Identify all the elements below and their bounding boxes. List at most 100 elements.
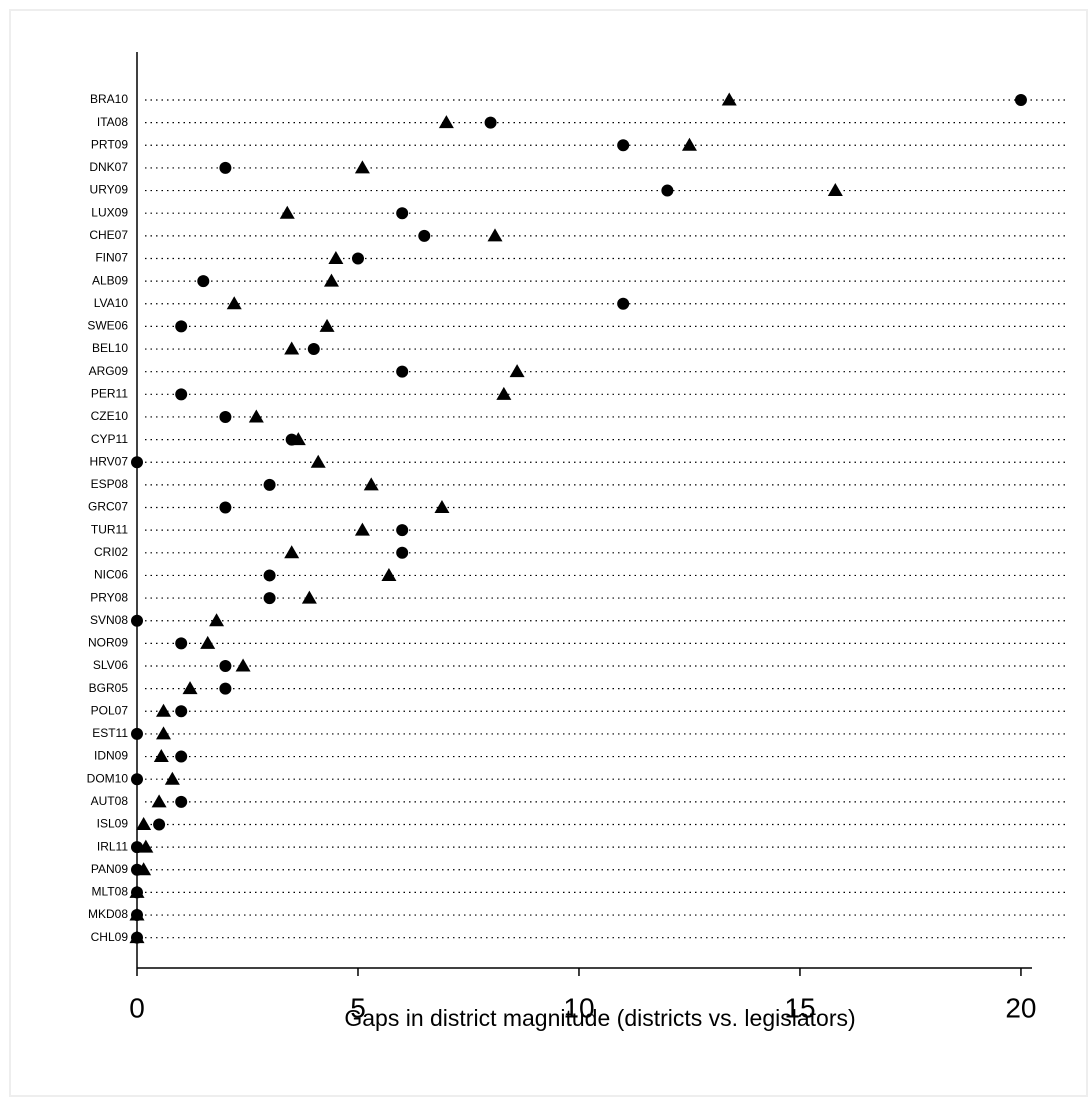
triangle-marker bbox=[509, 364, 525, 378]
circle-marker bbox=[617, 297, 630, 310]
triangle-marker bbox=[156, 726, 172, 740]
category-label: POL07 bbox=[91, 703, 129, 717]
triangle-marker bbox=[248, 409, 264, 423]
category-label: TUR11 bbox=[91, 522, 128, 536]
category-label: ITA08 bbox=[97, 115, 128, 129]
triangle-marker bbox=[279, 205, 295, 219]
x-tick-label: 20 bbox=[1005, 992, 1036, 1023]
x-tick-label: 15 bbox=[784, 992, 815, 1023]
triangle-marker bbox=[136, 816, 152, 830]
category-label: BGR05 bbox=[89, 681, 129, 695]
circle-marker bbox=[175, 320, 188, 333]
category-label: BRA10 bbox=[90, 92, 128, 106]
triangle-marker bbox=[290, 432, 306, 446]
category-label: ALB09 bbox=[92, 273, 128, 287]
category-label: MKD08 bbox=[88, 907, 128, 921]
category-label: FIN07 bbox=[95, 251, 128, 265]
circle-marker bbox=[396, 207, 409, 220]
circle-marker bbox=[396, 546, 409, 559]
triangle-marker bbox=[153, 749, 169, 763]
category-label: GRC07 bbox=[88, 500, 128, 514]
circle-marker bbox=[263, 569, 276, 582]
x-axis-label: Gaps in district magnitude (districts vs… bbox=[344, 1005, 855, 1031]
category-label: CZE10 bbox=[91, 409, 129, 423]
triangle-marker bbox=[487, 228, 503, 242]
category-label: EST11 bbox=[92, 726, 128, 740]
category-label: AUT08 bbox=[91, 794, 129, 808]
category-label: CRI02 bbox=[94, 545, 128, 559]
category-label: LVA10 bbox=[94, 296, 129, 310]
category-label: URY09 bbox=[90, 183, 129, 197]
triangle-marker bbox=[354, 160, 370, 174]
triangle-marker bbox=[151, 794, 167, 808]
triangle-marker bbox=[129, 884, 145, 898]
circle-marker bbox=[351, 252, 364, 265]
circle-marker bbox=[131, 773, 143, 786]
circle-marker bbox=[175, 637, 188, 650]
category-label: CYP11 bbox=[91, 432, 128, 446]
category-label: IDN09 bbox=[94, 749, 128, 763]
circle-marker bbox=[131, 456, 143, 469]
circle-marker bbox=[219, 660, 232, 672]
circle-marker bbox=[219, 501, 232, 514]
circle-marker bbox=[219, 410, 232, 423]
category-label: CHL09 bbox=[91, 930, 129, 944]
category-label: IRL11 bbox=[97, 839, 128, 853]
category-label: LUX09 bbox=[91, 205, 128, 219]
circle-marker bbox=[175, 795, 188, 808]
category-label: CHE07 bbox=[89, 228, 128, 242]
category-label: PAN09 bbox=[91, 862, 128, 876]
triangle-marker bbox=[138, 839, 154, 853]
category-label: SLV06 bbox=[93, 658, 128, 672]
circle-marker bbox=[219, 682, 232, 695]
circle-marker bbox=[396, 524, 409, 537]
circle-marker bbox=[263, 478, 276, 491]
circle-marker bbox=[175, 705, 188, 718]
triangle-marker bbox=[496, 386, 512, 400]
category-label: SVN08 bbox=[90, 613, 128, 627]
category-label: PER11 bbox=[91, 386, 128, 400]
category-label: SWE06 bbox=[87, 319, 128, 333]
triangle-marker bbox=[310, 454, 326, 468]
triangle-marker bbox=[164, 771, 180, 785]
circle-marker bbox=[661, 184, 674, 197]
triangle-marker bbox=[363, 477, 379, 491]
triangle-marker bbox=[129, 930, 145, 944]
triangle-marker bbox=[681, 137, 697, 151]
category-label: ESP08 bbox=[91, 477, 129, 491]
triangle-marker bbox=[200, 635, 216, 649]
triangle-marker bbox=[182, 681, 198, 695]
category-label: NIC06 bbox=[94, 568, 128, 582]
triangle-marker bbox=[328, 250, 344, 264]
x-tick-label: 10 bbox=[563, 992, 594, 1023]
circle-marker bbox=[396, 365, 409, 378]
circle-marker bbox=[131, 727, 143, 740]
triangle-marker bbox=[226, 296, 242, 310]
triangle-marker bbox=[434, 500, 450, 514]
category-label: BEL10 bbox=[92, 341, 128, 355]
category-label: NOR09 bbox=[88, 636, 128, 650]
triangle-marker bbox=[156, 703, 172, 717]
triangle-marker bbox=[438, 115, 454, 129]
category-label: MLT08 bbox=[92, 885, 129, 899]
category-label: PRY08 bbox=[90, 590, 128, 604]
circle-marker bbox=[418, 229, 431, 242]
category-label: ISL09 bbox=[97, 817, 129, 831]
circle-marker bbox=[131, 614, 143, 627]
category-label: DNK07 bbox=[89, 160, 128, 174]
triangle-marker bbox=[323, 273, 339, 287]
x-tick-label: 0 bbox=[129, 992, 145, 1023]
x-tick-label: 5 bbox=[350, 992, 366, 1023]
chart-frame bbox=[9, 9, 1088, 1097]
category-label: ARG09 bbox=[89, 364, 129, 378]
triangle-marker bbox=[235, 658, 251, 672]
triangle-marker bbox=[721, 92, 737, 106]
circle-marker bbox=[175, 750, 188, 763]
triangle-marker bbox=[209, 613, 225, 627]
circle-marker bbox=[1014, 94, 1027, 106]
triangle-marker bbox=[319, 318, 335, 332]
category-label: PRT09 bbox=[91, 137, 128, 151]
category-label: DOM10 bbox=[87, 771, 129, 785]
